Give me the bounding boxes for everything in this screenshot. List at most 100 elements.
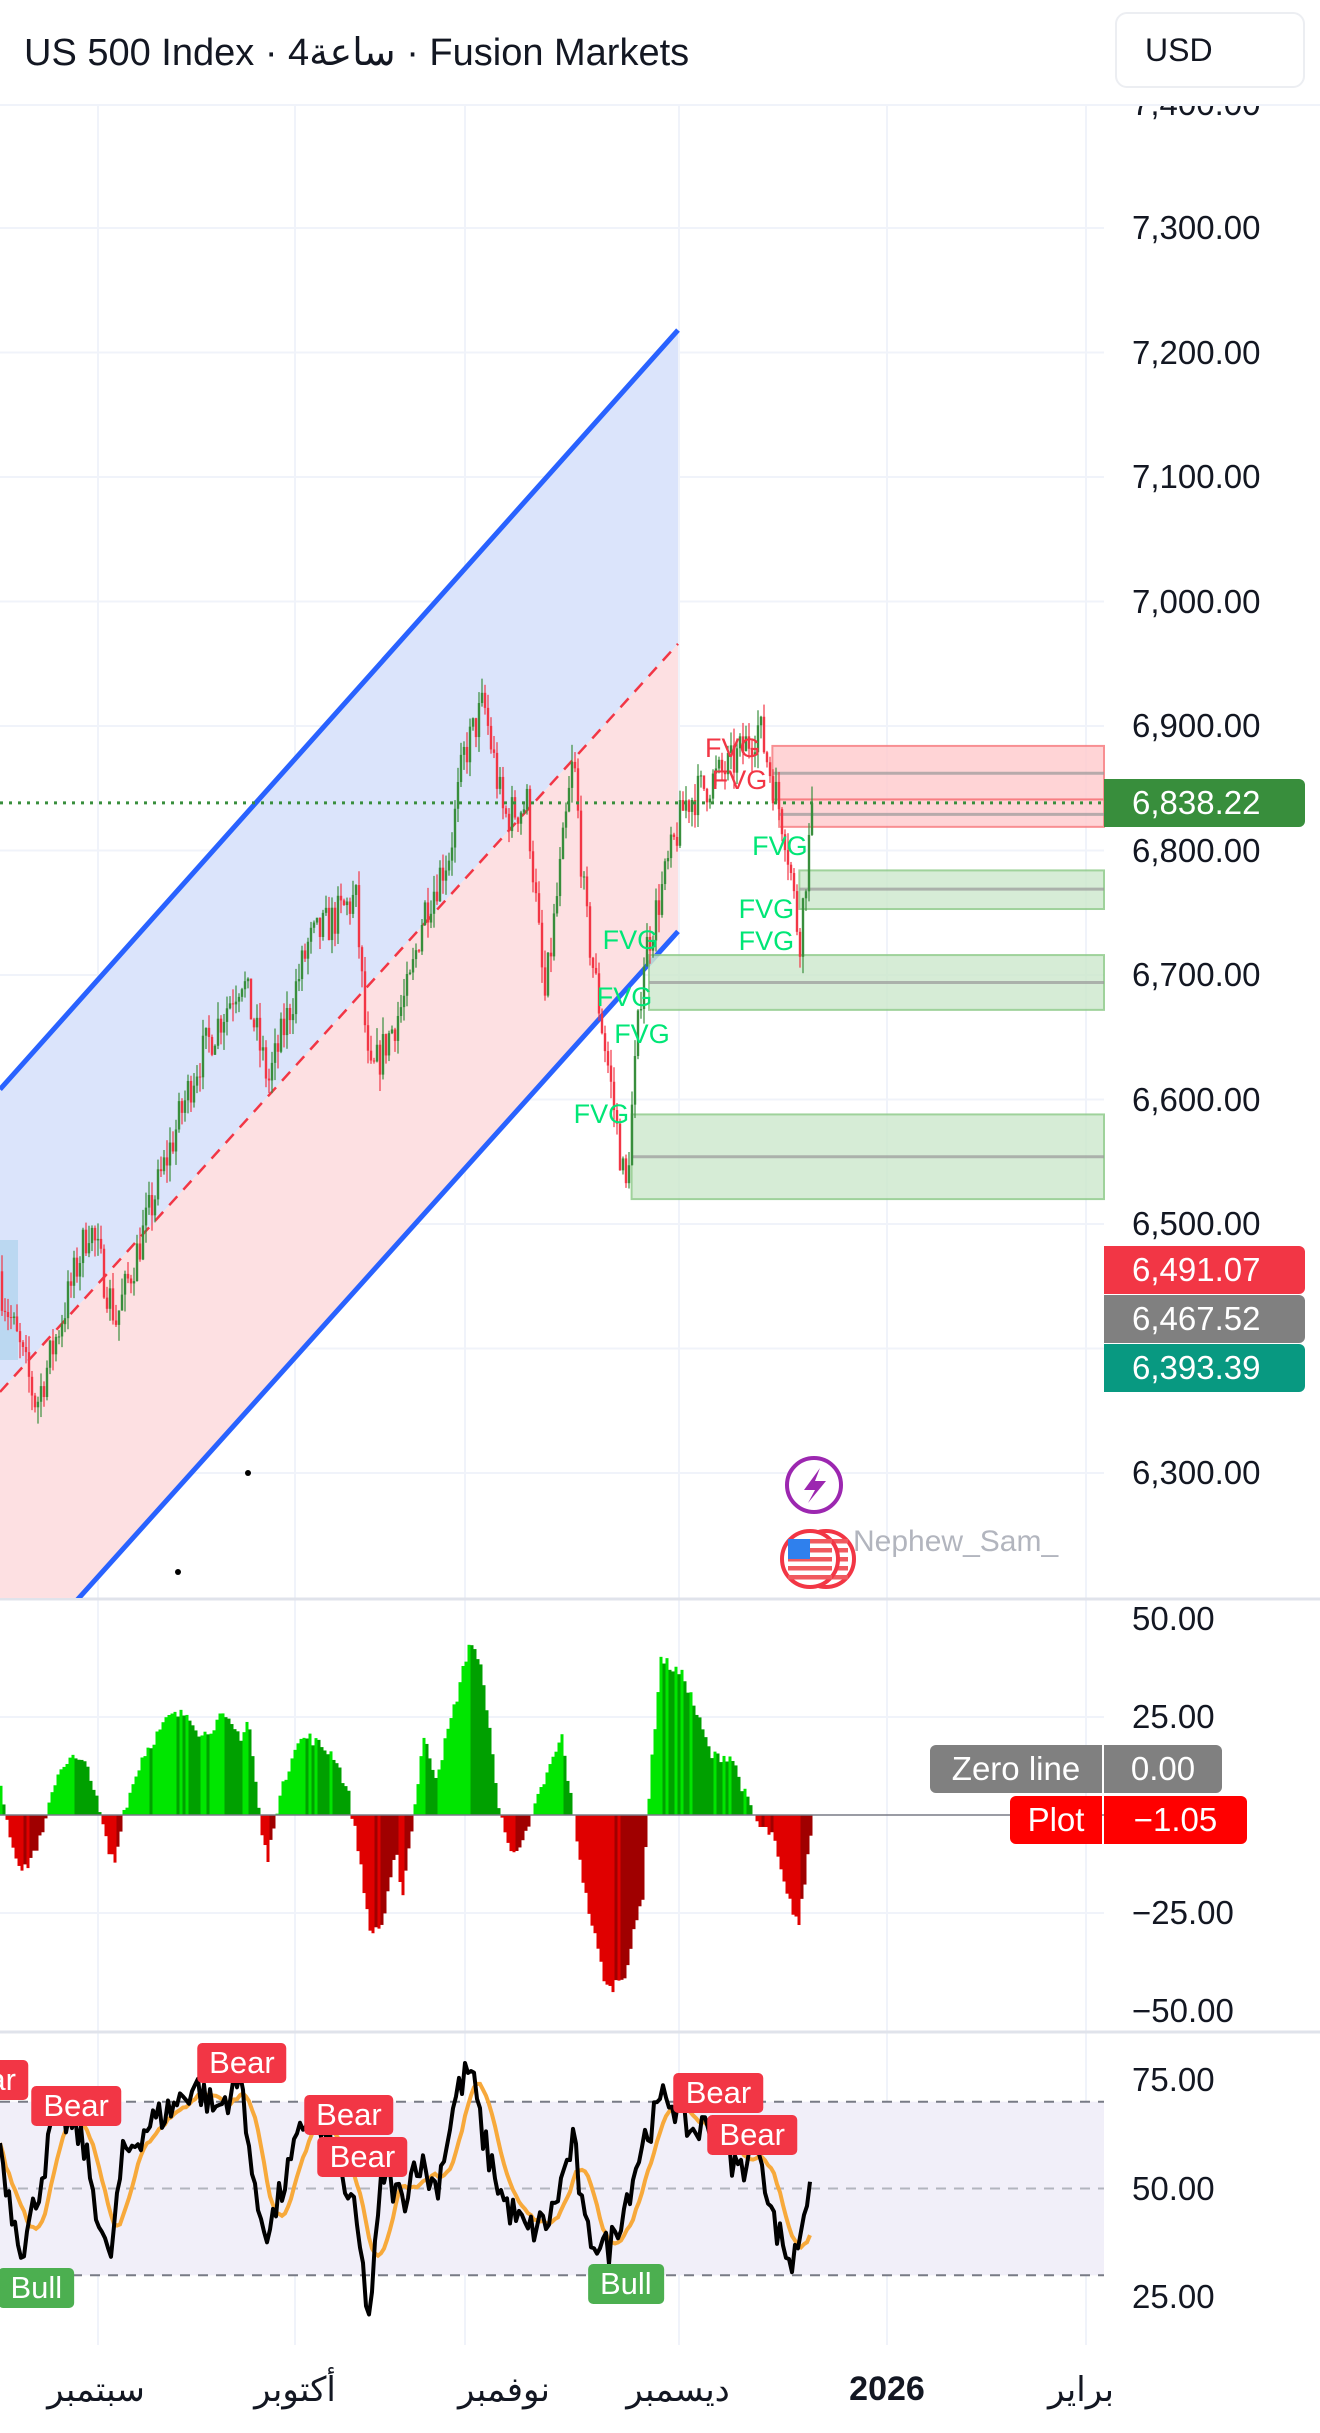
candle [354, 884, 358, 907]
histogram-bar-positive [200, 1735, 204, 1815]
histogram-bar-positive [704, 1737, 708, 1815]
candle-body [285, 1007, 289, 1036]
candle-body [243, 981, 247, 990]
histogram-bar-positive [323, 1750, 327, 1815]
histogram-bar-positive [458, 1682, 462, 1815]
histogram-bar-positive [701, 1729, 705, 1815]
candle-body [276, 1043, 280, 1052]
candle [285, 991, 289, 1049]
candle-body [723, 770, 727, 775]
candle-body [486, 707, 490, 726]
histogram-bar-positive [695, 1714, 699, 1815]
currency-button[interactable]: USD [1115, 12, 1305, 88]
histogram-bar-positive [422, 1737, 426, 1815]
histogram-bar-negative [587, 1815, 591, 1914]
candle [297, 963, 301, 992]
candle-body [747, 736, 751, 749]
candle [639, 991, 643, 1019]
histogram-bar-negative [23, 1815, 27, 1865]
histogram-bar-positive [86, 1766, 90, 1815]
candle [405, 961, 409, 1007]
candle [117, 1310, 121, 1341]
channel-upper-line[interactable] [0, 328, 680, 1092]
candle-body [702, 775, 706, 789]
candle [630, 1091, 634, 1166]
candle-body [48, 1340, 52, 1368]
candle-body [573, 761, 577, 769]
histogram-bar-negative [26, 1815, 30, 1869]
candle-body [426, 902, 430, 923]
histogram-bar-negative [518, 1815, 522, 1848]
histogram-bar-positive [221, 1713, 225, 1815]
candle [660, 871, 664, 918]
candle [570, 744, 574, 803]
symbol-title[interactable]: US 500 Index · 4ساعة · Fusion Markets [24, 32, 690, 74]
channel-middle-line[interactable] [0, 642, 679, 1393]
candle-body [543, 967, 547, 996]
candle [288, 1003, 292, 1035]
channel-lower-line[interactable] [0, 929, 680, 1685]
candle-body [228, 1003, 232, 1009]
candle [147, 1181, 151, 1215]
candle-body [423, 902, 427, 925]
candle-body [339, 895, 343, 901]
candle [21, 1340, 25, 1356]
candle [768, 756, 772, 783]
candle-body [753, 752, 757, 756]
candle [240, 987, 244, 1002]
histogram-bar-positive [749, 1805, 753, 1815]
candle [126, 1262, 130, 1284]
histogram-bar-positive [554, 1751, 558, 1815]
price-channel[interactable] [0, 328, 680, 1686]
histogram-bar-negative [377, 1815, 381, 1929]
candle [582, 871, 586, 890]
bear-signal-label: Bear [317, 2136, 408, 2177]
candle-body [675, 836, 679, 846]
candle [663, 858, 667, 891]
candle-body [549, 952, 553, 957]
histogram-bar-positive [173, 1711, 177, 1815]
histogram-bar-positive [2, 1804, 6, 1815]
candle [675, 822, 679, 852]
candle [444, 855, 448, 895]
candle-body [198, 1076, 202, 1078]
candle [291, 998, 295, 1035]
candle-body [807, 834, 811, 892]
candle [420, 918, 424, 955]
candle [810, 786, 814, 836]
candle [468, 718, 472, 777]
candle [168, 1127, 172, 1182]
candle-body [795, 891, 799, 932]
candle-body [513, 797, 517, 818]
candle-body [111, 1288, 115, 1321]
histogram-bar-negative [515, 1815, 519, 1851]
candle [672, 832, 676, 840]
candle-body [672, 834, 676, 837]
histogram-bar-positive [239, 1740, 243, 1815]
candle [324, 895, 328, 916]
candle [81, 1227, 85, 1278]
candle-body [351, 894, 355, 914]
candle-body [66, 1281, 70, 1319]
candle-body [33, 1395, 37, 1408]
histogram-bar-positive [455, 1701, 459, 1815]
candle-body [771, 776, 775, 804]
time-axis-label: أكتوبر [254, 2371, 336, 2409]
histogram-bar-positive [428, 1758, 432, 1815]
histogram-bar-positive [329, 1751, 333, 1815]
candle [132, 1267, 136, 1296]
time-axis-label: 2026 [849, 2370, 925, 2408]
candle-body [345, 901, 349, 906]
candle-body [567, 787, 571, 812]
candle-body [309, 927, 313, 942]
histogram-bar-positive [161, 1722, 165, 1815]
candle [342, 898, 346, 906]
histogram-bar-positive [494, 1783, 498, 1815]
candle-body [744, 736, 748, 752]
candle-body [141, 1225, 145, 1260]
candle [204, 1027, 208, 1049]
candle-body [615, 1110, 619, 1124]
candle-body [114, 1320, 118, 1325]
candle [0, 1255, 4, 1316]
